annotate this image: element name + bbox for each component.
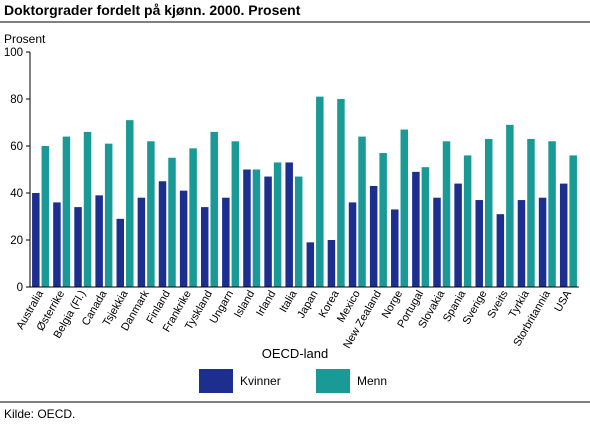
- bar-menn-11: [273, 162, 282, 287]
- bar-kvinner-18: [412, 171, 420, 287]
- bar-menn-20: [463, 155, 472, 287]
- bar-kvinner-2: [74, 207, 82, 287]
- bar-menn-2: [83, 131, 92, 287]
- y-axis-label: Prosent: [4, 32, 46, 46]
- bar-kvinner-16: [369, 185, 378, 287]
- bar-menn-18: [421, 167, 430, 287]
- bar-kvinner-9: [222, 197, 230, 287]
- bar-menn-16: [379, 153, 387, 287]
- x-tick-label: Sveits: [485, 288, 511, 320]
- bar-kvinner-19: [433, 197, 441, 287]
- bar-menn-12: [294, 176, 303, 287]
- bar-kvinner-24: [538, 197, 547, 287]
- bar-menn-23: [527, 138, 535, 287]
- legend-title: OECD-land: [262, 346, 328, 361]
- bar-kvinner-5: [137, 197, 146, 287]
- legend-label-kvinner: Kvinner: [240, 374, 281, 388]
- bar-kvinner-22: [496, 214, 505, 287]
- y-tick-label: 100: [4, 47, 23, 59]
- bar-kvinner-23: [517, 200, 526, 287]
- bar-menn-4: [126, 120, 134, 288]
- bar-kvinner-14: [327, 240, 336, 287]
- bar-kvinner-7: [179, 190, 188, 287]
- bar-menn-0: [41, 146, 50, 287]
- x-tick-label: Japan: [295, 289, 320, 321]
- bar-kvinner-12: [285, 162, 293, 287]
- bar-menn-24: [548, 141, 556, 287]
- y-tick-label: 0: [17, 282, 23, 294]
- legend-swatch-kvinner: [199, 369, 233, 393]
- bar-menn-14: [337, 99, 345, 287]
- legend-swatch-menn: [316, 369, 350, 393]
- bar-kvinner-20: [454, 183, 462, 287]
- bar-menn-21: [484, 138, 493, 287]
- bar-kvinner-13: [306, 242, 315, 287]
- bar-menn-22: [506, 124, 514, 287]
- bar-kvinner-17: [391, 209, 399, 287]
- bar-kvinner-0: [32, 193, 40, 287]
- bar-menn-19: [442, 141, 451, 287]
- bar-kvinner-15: [348, 202, 357, 287]
- bar-menn-25: [569, 155, 577, 287]
- bar-menn-5: [147, 141, 155, 287]
- bar-menn-6: [168, 157, 176, 287]
- bar-kvinner-25: [559, 183, 568, 287]
- y-tick-label: 40: [10, 188, 23, 200]
- bar-menn-9: [231, 141, 240, 287]
- bar-menn-7: [189, 148, 197, 287]
- bars: [32, 96, 577, 288]
- bar-kvinner-4: [116, 218, 125, 287]
- bar-kvinner-6: [158, 181, 167, 287]
- bar-kvinner-8: [200, 207, 209, 287]
- y-tick-label: 80: [10, 94, 23, 106]
- y-tick-label: 60: [10, 141, 23, 153]
- bar-kvinner-10: [243, 169, 251, 287]
- source-note: Kilde: OECD.: [4, 407, 75, 421]
- bar-menn-13: [316, 96, 324, 288]
- bar-menn-17: [400, 129, 409, 287]
- x-tick-label: Irland: [254, 289, 278, 319]
- bar-menn-8: [210, 131, 218, 287]
- x-tick-label: Island: [232, 289, 257, 320]
- bar-menn-3: [104, 143, 113, 287]
- legend-label-menn: Menn: [357, 374, 387, 388]
- bar-kvinner-11: [264, 176, 272, 287]
- x-tick-label: USA: [552, 288, 574, 314]
- bar-kvinner-1: [53, 202, 61, 287]
- bar-kvinner-21: [475, 200, 483, 287]
- y-axis: 0 20 40 60 80 100: [4, 47, 30, 294]
- bar-menn-10: [252, 169, 261, 287]
- bar-kvinner-3: [95, 195, 103, 287]
- legend: Kvinner Menn: [199, 369, 387, 393]
- bar-menn-1: [62, 136, 71, 287]
- y-tick-label: 20: [10, 235, 23, 247]
- chart-title: Doktorgrader fordelt på kjønn. 2000. Pro…: [4, 2, 301, 18]
- bar-menn-15: [358, 136, 366, 287]
